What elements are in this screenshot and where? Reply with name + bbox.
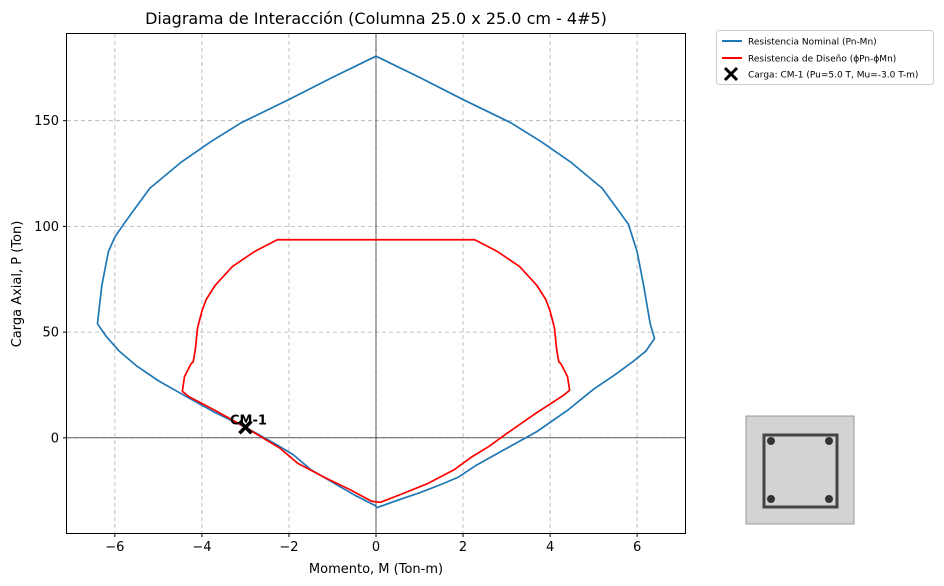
load-point-marker [238, 420, 253, 435]
chart-title: Diagrama de Interacción (Columna 25.0 x … [145, 9, 607, 28]
rebar [767, 437, 775, 445]
x-ticks: −6 −4 −2 0 2 4 6 [105, 533, 641, 555]
legend-box [716, 30, 934, 85]
legend: Resistencia Nominal (Pn-Mn) Resistencia … [716, 30, 934, 85]
x-tick-label: 0 [372, 540, 380, 555]
x-tick-label: 2 [459, 540, 467, 555]
y-ticks: 0 50 100 150 [34, 114, 67, 446]
rebar [825, 437, 833, 445]
column-section-inset [745, 415, 855, 525]
series-line-nominal [96, 55, 656, 509]
legend-x-marker-icon [723, 66, 739, 82]
x-tick-label: 4 [546, 540, 554, 555]
y-tick-label: 150 [34, 114, 59, 129]
legend-label-load: Carga: CM-1 (Pu=5.0 T, Mu=-3.0 T-m) [748, 71, 918, 81]
legend-label-nominal: Resistencia Nominal (Pn-Mn) [748, 38, 877, 48]
rebar [825, 495, 833, 503]
stirrup [762, 433, 839, 509]
load-points-layer: CM-1 [230, 413, 267, 435]
zero-axis-lines [67, 34, 685, 533]
y-tick-label: 100 [34, 220, 59, 235]
legend-label-design: Resistencia de Diseño (ϕPn-ϕMn) [748, 55, 896, 65]
y-axis-label: Carga Axial, P (Ton) [10, 221, 25, 348]
x-tick-label: 6 [633, 540, 641, 555]
x-tick-label: −4 [192, 540, 211, 555]
y-tick-label: 50 [42, 326, 59, 341]
load-point-label: CM-1 [230, 413, 267, 428]
series-line-design [181, 238, 571, 504]
rebar [767, 495, 775, 503]
y-tick-label: 0 [51, 431, 59, 446]
x-tick-label: −6 [105, 540, 124, 555]
x-axis-label: Momento, M (Ton-m) [309, 562, 443, 577]
x-tick-label: −2 [279, 540, 298, 555]
series-layer [96, 55, 656, 509]
